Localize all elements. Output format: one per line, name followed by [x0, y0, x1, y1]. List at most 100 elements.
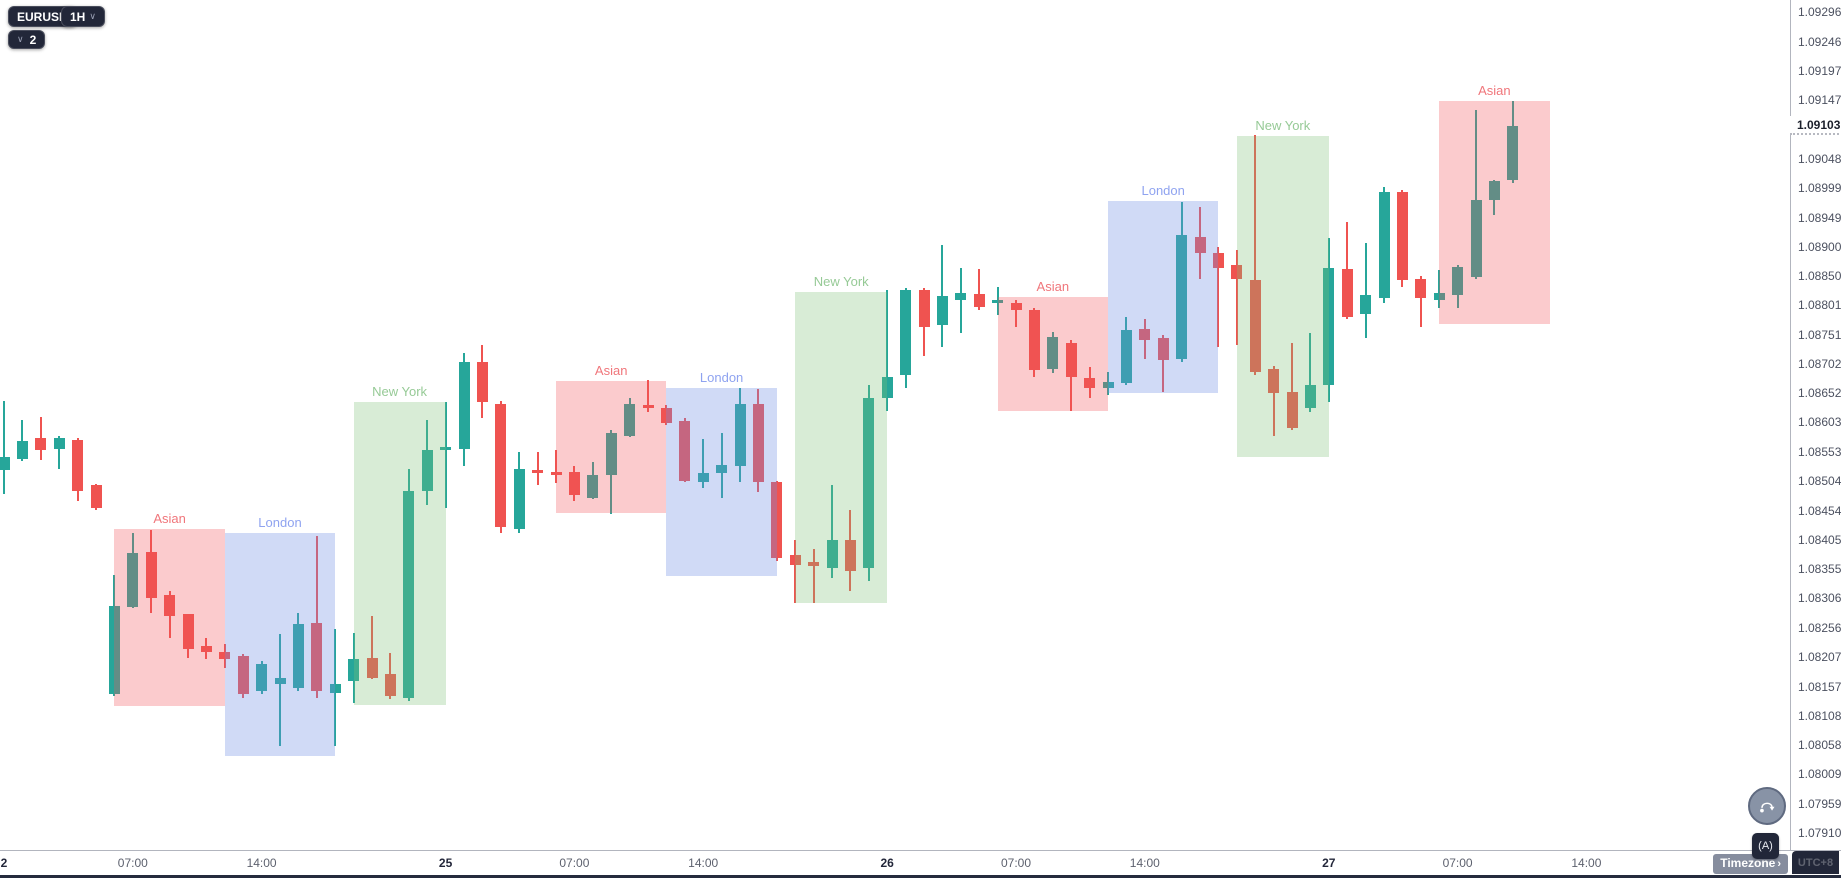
price-axis-label: 1.08801	[1798, 298, 1841, 313]
timeframe-label: 1H	[70, 9, 86, 24]
candle-body	[1249, 280, 1261, 373]
price-axis-label: 1.08009	[1798, 767, 1841, 782]
candle-body	[1488, 181, 1500, 201]
session-label-asian: Asian	[1036, 278, 1070, 294]
candle-body	[568, 472, 580, 496]
session-box-london	[1108, 200, 1219, 393]
candle-body	[587, 475, 599, 498]
candle-body	[697, 473, 709, 483]
candle-wick	[1162, 335, 1165, 393]
candle-body	[660, 408, 672, 424]
symbol-button[interactable]: EURUSD	[8, 6, 77, 27]
utc-offset-badge[interactable]: UTC+8	[1792, 851, 1839, 874]
auto-scale-button[interactable]: (A)	[1752, 833, 1779, 859]
indicators-collapse-button[interactable]: ∨ 2	[8, 30, 46, 49]
candle-body	[716, 464, 728, 474]
candle-body	[127, 553, 139, 608]
chart-pane[interactable]: Asian London New York Asian London New York As…	[0, 0, 1790, 850]
candle-body	[1268, 368, 1280, 394]
session-label-asian: Asian	[1478, 82, 1511, 98]
symbol-label: EURUSD	[17, 9, 68, 24]
candle-body	[348, 658, 360, 681]
session-box-asian	[1439, 100, 1550, 325]
time-axis-label: 14:00	[1129, 856, 1160, 870]
candle-wick	[279, 633, 281, 746]
price-axis-label: 1.09197	[1798, 63, 1841, 78]
candle-wick	[1364, 243, 1367, 339]
candle-wick	[1217, 247, 1220, 348]
indicator-count-label: 2	[29, 32, 37, 47]
candle-body	[164, 595, 176, 616]
session-label-asian: Asian	[594, 363, 628, 379]
candle-wick	[1291, 343, 1293, 431]
session-label-asian: Asian	[153, 511, 186, 527]
price-axis-label: 1.07959	[1798, 796, 1841, 811]
candle-body	[1378, 192, 1390, 298]
price-axis-label: 1.08108	[1798, 708, 1841, 723]
session-label-london: London	[258, 515, 302, 531]
price-axis-label: 1.08058	[1798, 738, 1841, 753]
session-box-asian	[997, 296, 1108, 412]
price-axis-label: 1.09296	[1798, 5, 1841, 19]
candle-body	[495, 403, 507, 528]
session-box-london	[224, 533, 336, 756]
candle-body	[274, 677, 286, 684]
candle-wick	[1419, 275, 1422, 328]
candle-body	[734, 403, 746, 466]
candle-body	[1028, 309, 1040, 371]
timeframe-button[interactable]: 1H ∨	[61, 6, 105, 27]
candle-body	[53, 438, 65, 449]
candle-body	[384, 673, 396, 696]
candle-wick	[1272, 365, 1275, 436]
price-axis-label: 1.08603	[1798, 415, 1841, 430]
candle-body	[72, 439, 84, 491]
price-axis[interactable]: 1.09296 1.09246 1.09197 1.09147 1.09048 1.089…	[1790, 0, 1841, 850]
candle-body	[679, 421, 691, 481]
candle-wick	[444, 402, 447, 509]
session-box-asian	[556, 381, 667, 514]
price-axis-label: 1.08553	[1798, 445, 1841, 460]
candle-body	[366, 657, 378, 678]
candle-body	[1212, 253, 1224, 269]
candle-wick	[978, 269, 981, 310]
price-axis-label: 1.08454	[1798, 503, 1841, 518]
candle-wick	[1254, 135, 1257, 375]
timezone-arrow-icon: ›	[1777, 858, 1781, 870]
candle-body	[1341, 269, 1353, 318]
candle-wick	[1235, 250, 1238, 346]
candle-body	[1323, 268, 1335, 386]
reset-view-arrow-icon	[1760, 802, 1775, 813]
candle-wick	[371, 615, 373, 679]
time-axis-label: 07:00	[1000, 856, 1032, 870]
candle-body	[1360, 295, 1372, 314]
candle-body	[1047, 337, 1059, 369]
candle-body	[0, 457, 10, 471]
timezone-label: Timezone	[1720, 856, 1776, 870]
time-axis-label: 27	[1322, 856, 1336, 870]
candle-body	[256, 663, 268, 691]
time-axis-label: 07:00	[117, 856, 148, 870]
chevron-down-icon: ∨	[17, 34, 24, 44]
timezone-button[interactable]: Timezone ›	[1713, 854, 1788, 874]
session-label-newyork: New York	[1255, 117, 1311, 133]
candle-wick	[555, 450, 557, 484]
price-axis-label: 1.08306	[1798, 591, 1841, 606]
time-axis-label: 14:00	[246, 856, 277, 870]
candle-wick	[315, 535, 318, 698]
price-axis-label: 1.07910	[1798, 825, 1841, 840]
candle-wick	[58, 435, 61, 469]
candle-wick	[1015, 300, 1017, 328]
candle-body	[200, 646, 212, 652]
price-axis-label: 1.08949	[1798, 210, 1841, 225]
candle-body	[808, 562, 820, 567]
candle-wick	[21, 420, 24, 461]
candle-body	[1452, 267, 1464, 296]
reset-view-button[interactable]	[1748, 787, 1786, 825]
candle-body	[16, 441, 28, 459]
time-axis[interactable]: Timezone › 2 07:00 14:00 25 07:00 14:00 26 07:00…	[0, 850, 1841, 876]
candle-body	[329, 683, 341, 693]
candle-body	[513, 468, 525, 529]
candle-body	[458, 362, 470, 449]
candle-wick	[886, 290, 889, 411]
candle-body	[973, 293, 985, 307]
